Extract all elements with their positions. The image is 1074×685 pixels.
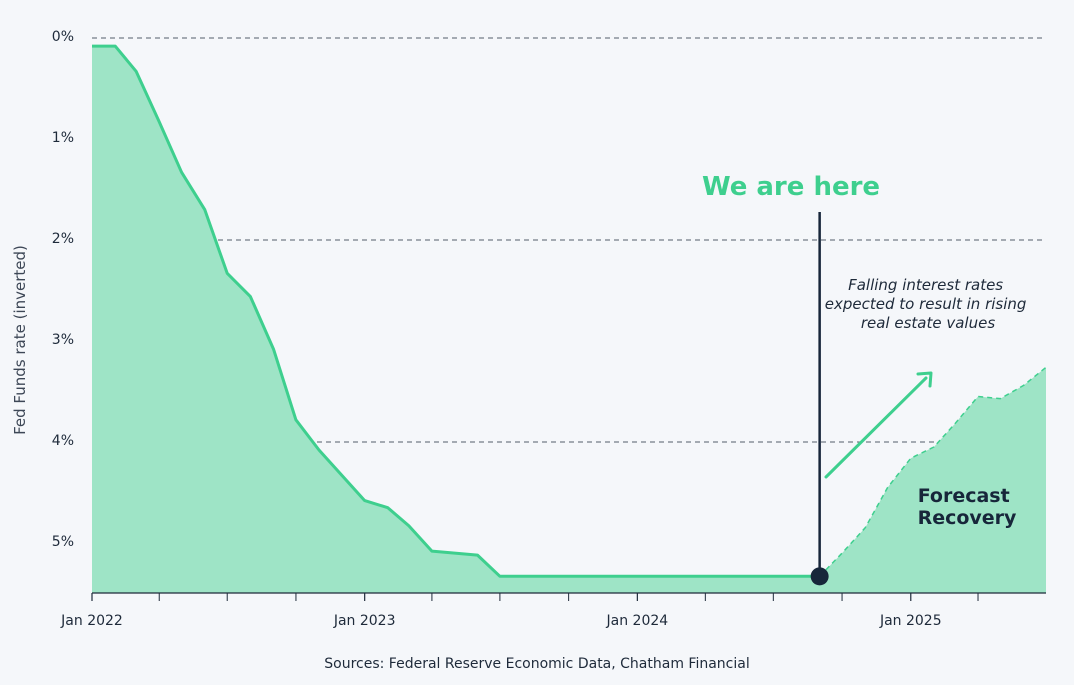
x-tick-label: Jan 2025 (879, 613, 942, 629)
rate-line (92, 44, 820, 578)
y-tick-label: 0% (52, 29, 74, 45)
annotation-note-line-2: expected to result in rising (825, 295, 1027, 313)
x-tick-label: Jan 2024 (606, 613, 669, 629)
axis-layer: Jan 2022 Jan 2023 Jan 2024 Jan 2025 0% 1% 2% 3%… (52, 29, 1046, 629)
annotation-note: Falling interest rates expected to resul… (825, 276, 1031, 332)
y-axis-label: Fed Funds rate (inverted) (11, 245, 29, 435)
trend-arrow-shaft (824, 376, 928, 479)
forecast-label-line-1: Forecast (918, 485, 1010, 507)
line-layer (92, 44, 1047, 578)
y-tick-label: 4% (52, 433, 74, 449)
current-rate-marker (810, 567, 829, 586)
area-fill (92, 46, 1046, 594)
annotation-layer (810, 212, 933, 586)
gridlines (92, 37, 1046, 443)
y-tick-label: 3% (52, 332, 74, 348)
annotation-note-line-1: Falling interest rates (848, 276, 1003, 294)
forecast-label-line-2: Recovery (918, 507, 1017, 529)
x-tick-label: Jan 2023 (333, 613, 396, 629)
area-layer (92, 46, 1046, 594)
y-tick-label: 2% (52, 231, 74, 247)
y-tick-label: 5% (52, 534, 74, 550)
x-tick-label: Jan 2022 (60, 613, 123, 629)
source-note: Sources: Federal Reserve Economic Data, … (324, 656, 749, 672)
trend-arrow-head (916, 371, 933, 388)
we-are-here-label: We are here (702, 172, 880, 202)
forecast-recovery-label: Forecast Recovery (918, 485, 1017, 529)
y-tick-label: 1% (52, 130, 74, 146)
forecast-line (819, 366, 1047, 577)
annotation-note-line-3: real estate values (861, 314, 995, 332)
